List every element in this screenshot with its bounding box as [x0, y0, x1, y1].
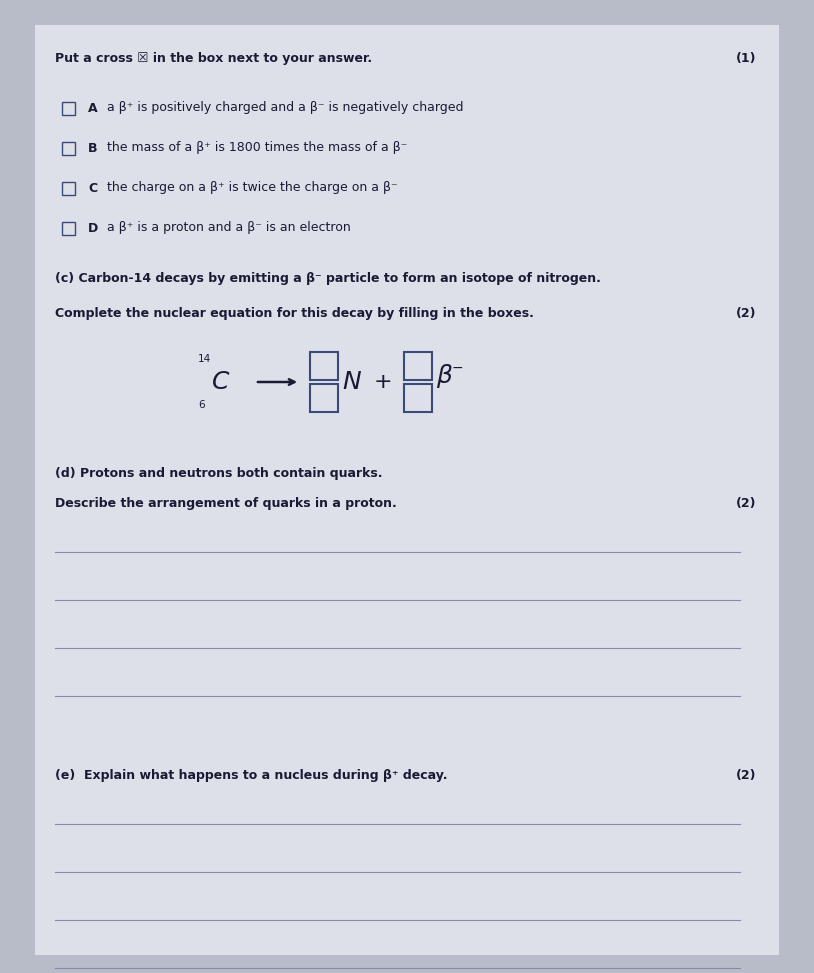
FancyBboxPatch shape [35, 25, 779, 955]
Bar [310, 352, 338, 380]
Text: a β⁺ is positively charged and a β⁻ is negatively charged: a β⁺ is positively charged and a β⁻ is n… [107, 101, 463, 115]
Text: (d) Protons and neutrons both contain quarks.: (d) Protons and neutrons both contain qu… [55, 467, 383, 480]
Text: N: N [342, 370, 361, 394]
Text: (2): (2) [736, 307, 756, 320]
Text: −: − [452, 361, 464, 375]
Text: Complete the nuclear equation for this decay by filling in the boxes.: Complete the nuclear equation for this d… [55, 307, 534, 320]
Text: A: A [88, 101, 98, 115]
Text: (1): (1) [736, 52, 756, 65]
Bar [62, 101, 75, 115]
Text: B: B [88, 141, 98, 155]
Text: the mass of a β⁺ is 1800 times the mass of a β⁻: the mass of a β⁺ is 1800 times the mass … [107, 141, 407, 155]
Text: (c) Carbon-14 decays by emitting a β⁻ particle to form an isotope of nitrogen.: (c) Carbon-14 decays by emitting a β⁻ pa… [55, 272, 601, 285]
Bar [62, 182, 75, 195]
Bar [404, 384, 432, 412]
Text: D: D [88, 222, 98, 234]
Text: a β⁺ is a proton and a β⁻ is an electron: a β⁺ is a proton and a β⁻ is an electron [107, 222, 351, 234]
Bar [404, 352, 432, 380]
Bar [62, 222, 75, 234]
Bar [310, 384, 338, 412]
Text: (2): (2) [736, 497, 756, 510]
Text: the charge on a β⁺ is twice the charge on a β⁻: the charge on a β⁺ is twice the charge o… [107, 182, 397, 195]
Text: Describe the arrangement of quarks in a proton.: Describe the arrangement of quarks in a … [55, 497, 396, 510]
Bar [62, 141, 75, 155]
Text: C: C [212, 370, 230, 394]
Text: (e)  Explain what happens to a nucleus during β⁺ decay.: (e) Explain what happens to a nucleus du… [55, 769, 448, 782]
Text: Put a cross ☒ in the box next to your answer.: Put a cross ☒ in the box next to your an… [55, 52, 372, 65]
Text: 6: 6 [198, 400, 204, 410]
Text: β: β [436, 364, 452, 388]
Text: (2): (2) [736, 769, 756, 782]
Text: C: C [88, 182, 97, 195]
Text: 14: 14 [198, 354, 212, 364]
Text: +: + [374, 372, 392, 392]
